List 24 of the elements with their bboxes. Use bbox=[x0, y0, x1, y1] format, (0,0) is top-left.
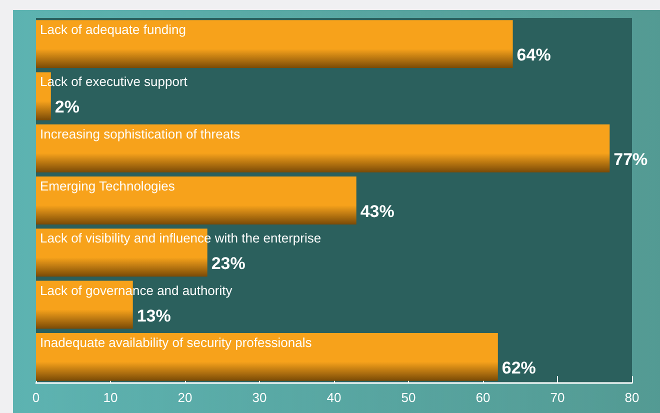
data-label: 43% bbox=[360, 202, 394, 221]
data-label: 13% bbox=[136, 306, 171, 326]
x-tick-label: 0 bbox=[32, 390, 40, 405]
bar bbox=[36, 124, 610, 172]
x-tick-label: 80 bbox=[624, 390, 640, 405]
bar bbox=[36, 332, 498, 381]
x-tick-label: 50 bbox=[401, 390, 416, 405]
y-tick-label: Lack of adequate funding bbox=[40, 22, 186, 38]
y-tick-label: Emerging Technologies bbox=[40, 178, 176, 194]
x-tick-label: 40 bbox=[326, 390, 342, 405]
y-tick-label: Inadequate availability of security professionals bbox=[40, 334, 312, 350]
x-tick-label: 60 bbox=[476, 390, 490, 405]
data-label: 64% bbox=[516, 46, 551, 65]
data-label: 23% bbox=[211, 254, 246, 274]
data-label: 77% bbox=[614, 150, 648, 169]
x-tick-label: 30 bbox=[252, 390, 267, 405]
data-label: 2% bbox=[54, 98, 80, 117]
y-tick-label: Increasing sophistication of threats bbox=[40, 126, 241, 142]
x-tick-label: 20 bbox=[178, 390, 192, 405]
bar bbox=[36, 176, 356, 224]
data-label: 62% bbox=[502, 358, 536, 378]
bar bbox=[36, 20, 513, 68]
x-tick-label: 70 bbox=[550, 390, 565, 405]
x-tick-label: 10 bbox=[103, 390, 118, 405]
